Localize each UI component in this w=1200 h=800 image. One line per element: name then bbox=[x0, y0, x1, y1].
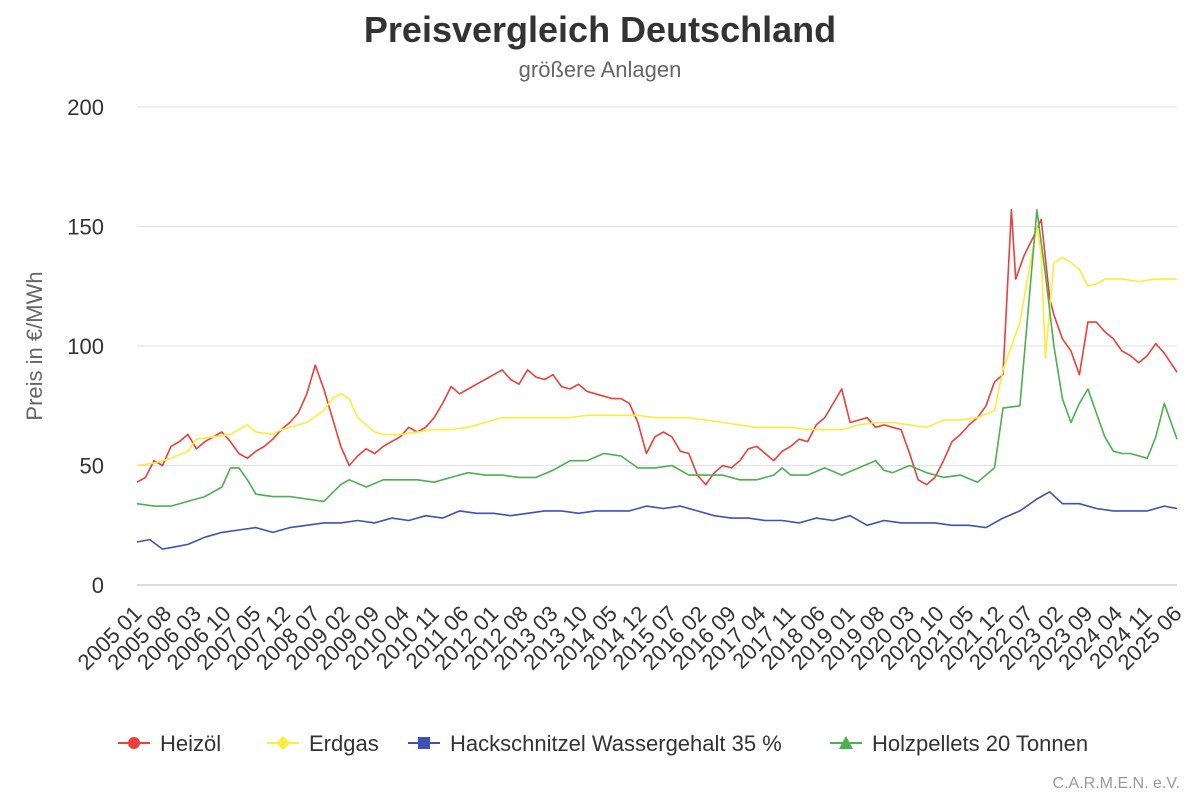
series-line-3[interactable] bbox=[136, 491, 1178, 550]
legend-item-4[interactable]: Holzpellets 20 Tonnen bbox=[830, 731, 1088, 756]
legend-marker bbox=[418, 737, 430, 749]
legend-marker bbox=[128, 737, 140, 749]
chart-subtitle: größere Anlagen bbox=[519, 57, 682, 82]
legend-item-3[interactable]: Hackschnitzel Wassergehalt 35 % bbox=[408, 731, 782, 756]
series-line-2[interactable] bbox=[136, 225, 1177, 467]
legend-label: Erdgas bbox=[309, 731, 379, 756]
chart-title: Preisvergleich Deutschland bbox=[364, 9, 836, 50]
series-lines bbox=[136, 209, 1178, 550]
y-tick-label: 200 bbox=[67, 95, 104, 120]
series-line-4[interactable] bbox=[136, 209, 1178, 507]
y-axis-ticks: 0 50 100 150 200 bbox=[67, 95, 104, 598]
legend-marker bbox=[276, 736, 290, 750]
legend-marker bbox=[839, 736, 853, 749]
legend-item-2[interactable]: Erdgas bbox=[267, 731, 379, 756]
y-axis-label: Preis in €/MWh bbox=[22, 271, 47, 420]
y-tick-label: 0 bbox=[92, 573, 104, 598]
grid-lines bbox=[137, 106, 1177, 586]
y-tick-label: 150 bbox=[67, 215, 104, 240]
legend-label: Holzpellets 20 Tonnen bbox=[872, 731, 1088, 756]
y-tick-label: 50 bbox=[80, 454, 104, 479]
credit-text[interactable]: C.A.R.M.E.N. e.V. bbox=[1053, 775, 1180, 792]
legend-item-1[interactable]: Heizöl bbox=[118, 731, 221, 756]
legend: Heizöl Erdgas Hackschnitzel Wassergehalt 3… bbox=[118, 731, 1088, 756]
legend-label: Hackschnitzel Wassergehalt 35 % bbox=[450, 731, 782, 756]
series-line-1[interactable] bbox=[136, 209, 1178, 486]
y-tick-label: 100 bbox=[67, 334, 104, 359]
legend-label: Heizöl bbox=[160, 731, 221, 756]
